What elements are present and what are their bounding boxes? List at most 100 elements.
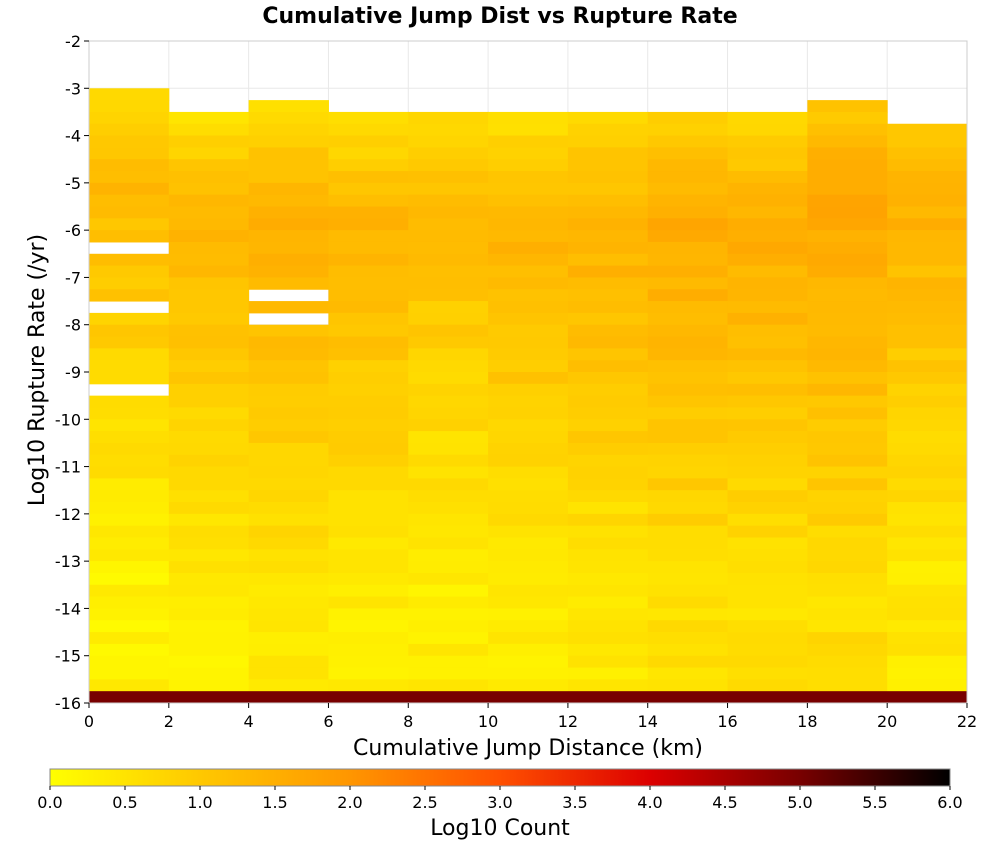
heatmap-cell bbox=[807, 513, 888, 527]
heatmap-cell bbox=[248, 301, 329, 314]
heatmap-cell bbox=[488, 230, 569, 243]
heatmap-cell bbox=[248, 111, 329, 125]
heatmap-cell bbox=[408, 218, 489, 231]
heatmap-cell bbox=[328, 549, 409, 562]
heatmap-cell bbox=[488, 643, 569, 657]
heatmap-cell bbox=[807, 147, 888, 160]
heatmap-cell bbox=[647, 277, 729, 290]
colorbar-tick-label: 1.0 bbox=[187, 793, 212, 812]
heatmap-cell bbox=[807, 679, 888, 692]
heatmap-cell bbox=[567, 194, 649, 207]
heatmap-cell bbox=[248, 147, 329, 160]
heatmap-cell bbox=[168, 620, 250, 633]
heatmap-cell bbox=[567, 561, 649, 574]
heatmap-cell bbox=[567, 632, 649, 645]
heatmap-cell bbox=[807, 419, 888, 432]
heatmap-cell bbox=[408, 478, 489, 491]
heatmap-cell bbox=[328, 490, 409, 503]
heatmap-cell bbox=[168, 608, 250, 621]
heatmap-cell bbox=[887, 383, 968, 397]
x-tick-label: 0 bbox=[84, 712, 94, 731]
heatmap-cell bbox=[328, 123, 409, 137]
heatmap-cell bbox=[727, 253, 808, 267]
heatmap-cell bbox=[89, 537, 170, 550]
heatmap-cell bbox=[887, 667, 968, 680]
heatmap-cell bbox=[488, 466, 569, 479]
heatmap-cell bbox=[328, 111, 409, 125]
heatmap-cell bbox=[408, 502, 489, 515]
heatmap-cell bbox=[168, 478, 250, 491]
heatmap-cell bbox=[248, 655, 329, 669]
heatmap-cell bbox=[567, 643, 649, 657]
heatmap-cell bbox=[727, 667, 808, 680]
heatmap-cell bbox=[89, 348, 170, 361]
x-tick-label: 4 bbox=[244, 712, 254, 731]
x-axis-label: Cumulative Jump Distance (km) bbox=[353, 736, 703, 761]
heatmap-cell bbox=[168, 466, 250, 479]
heatmap-cell bbox=[567, 572, 649, 586]
heatmap-cell bbox=[727, 289, 808, 302]
y-tick-label: -5 bbox=[65, 174, 81, 193]
heatmap-cell bbox=[807, 123, 888, 137]
heatmap-cell bbox=[807, 454, 888, 468]
heatmap-cell bbox=[647, 360, 729, 373]
heatmap-cell bbox=[567, 253, 649, 267]
heatmap-cell bbox=[807, 360, 888, 373]
heatmap-cell bbox=[248, 620, 329, 633]
heatmap-cell bbox=[488, 277, 569, 290]
heatmap-cell bbox=[328, 265, 409, 278]
heatmap-cell bbox=[328, 620, 409, 633]
heatmap-cell bbox=[807, 182, 888, 196]
heatmap-cell bbox=[887, 596, 968, 609]
heatmap-cell bbox=[168, 253, 250, 267]
heatmap-cell bbox=[727, 572, 808, 586]
heatmap-cell bbox=[807, 289, 888, 302]
heatmap-cell bbox=[488, 135, 569, 148]
heatmap-cell bbox=[168, 230, 250, 243]
heatmap-cell bbox=[89, 324, 170, 338]
heatmap-cell bbox=[248, 230, 329, 243]
heatmap-cell bbox=[647, 218, 729, 231]
heatmap-cell bbox=[647, 667, 729, 680]
heatmap-cell bbox=[248, 135, 329, 148]
heatmap-cell bbox=[567, 111, 649, 125]
heatmap-cell bbox=[647, 324, 729, 338]
colorbar-tick-label: 6.0 bbox=[937, 793, 962, 812]
heatmap-cell bbox=[727, 312, 808, 326]
heatmap-cell bbox=[168, 171, 250, 184]
heatmap-cell bbox=[408, 454, 489, 468]
heatmap-cell bbox=[408, 135, 489, 148]
heatmap-cell bbox=[248, 194, 329, 207]
heatmap-cell bbox=[727, 241, 808, 255]
heatmap-cell bbox=[328, 502, 409, 515]
heatmap-cell bbox=[727, 478, 808, 491]
heatmap-cell bbox=[887, 312, 968, 326]
heatmap-cell bbox=[328, 407, 409, 420]
heatmap-cell bbox=[89, 632, 170, 645]
heatmap-cell bbox=[727, 171, 808, 184]
heatmap-cell bbox=[488, 442, 569, 456]
heatmap-cell bbox=[248, 442, 329, 456]
heatmap-cell bbox=[168, 206, 250, 219]
heatmap-cell bbox=[887, 572, 968, 586]
heatmap-cell bbox=[328, 525, 409, 538]
heatmap-cell bbox=[168, 194, 250, 207]
heatmap-cell bbox=[567, 289, 649, 302]
heatmap-cell bbox=[168, 502, 250, 515]
y-tick-label: -7 bbox=[65, 268, 81, 287]
heatmap-cell bbox=[248, 667, 329, 680]
heatmap-cell bbox=[168, 572, 250, 586]
heatmap-cell bbox=[488, 301, 569, 314]
heatmap-cell bbox=[887, 265, 968, 278]
heatmap-cell bbox=[727, 513, 808, 527]
heatmap-cell bbox=[89, 596, 170, 609]
heatmap-cell bbox=[647, 171, 729, 184]
heatmap-cell bbox=[727, 348, 808, 361]
heatmap-cell bbox=[807, 596, 888, 609]
heatmap-cell bbox=[408, 372, 489, 385]
y-tick-label: -8 bbox=[65, 316, 81, 335]
heatmap-cell bbox=[168, 289, 250, 302]
heatmap-cell bbox=[727, 111, 808, 125]
heatmap-cell bbox=[89, 419, 170, 432]
